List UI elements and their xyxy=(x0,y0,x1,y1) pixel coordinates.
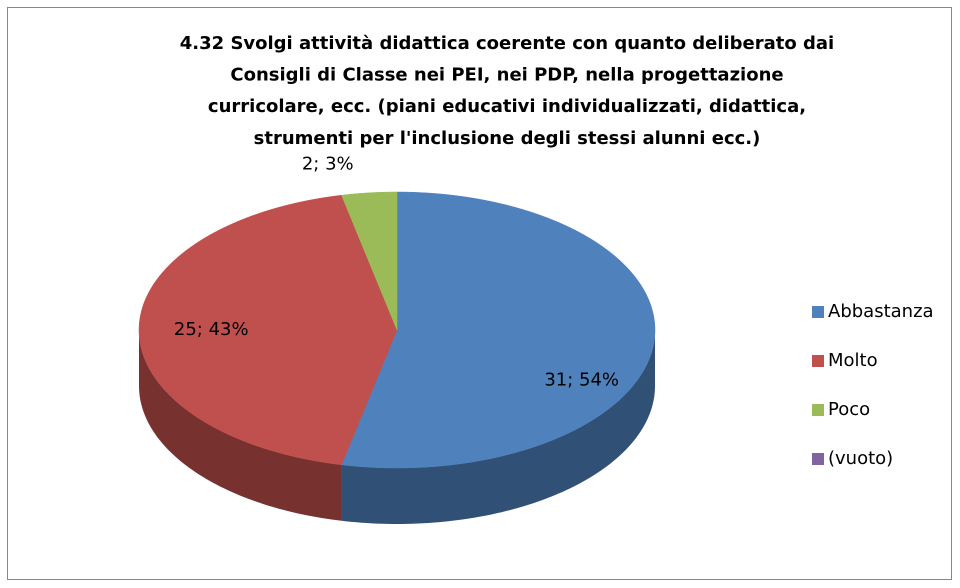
pie-slice xyxy=(341,191,398,331)
pie-side xyxy=(139,330,342,521)
chart-title: curricolare, ecc. (piani educativi indiv… xyxy=(208,96,806,117)
legend-swatch xyxy=(812,306,824,318)
data-label: 25; 43% xyxy=(174,319,249,340)
legend-label: Poco xyxy=(828,399,870,420)
legend-swatch xyxy=(812,355,824,367)
chart-title: strumenti per l'inclusione degli stessi … xyxy=(254,128,761,149)
legend-label: Molto xyxy=(828,350,878,371)
legend-label: (vuoto) xyxy=(828,448,893,469)
legend-label: Abbastanza xyxy=(828,301,934,322)
data-label: 2; 3% xyxy=(302,153,354,174)
pie-slice xyxy=(341,191,656,469)
chart-title: 4.32 Svolgi attività didattica coerente … xyxy=(180,33,834,54)
legend-swatch xyxy=(812,404,824,416)
pie-side xyxy=(341,330,655,524)
legend-swatch xyxy=(812,453,824,465)
data-label: 31; 54% xyxy=(544,370,619,391)
pie-slice xyxy=(138,194,398,466)
chart-title: Consigli di Classe nei PEI, nei PDP, nel… xyxy=(230,65,783,86)
